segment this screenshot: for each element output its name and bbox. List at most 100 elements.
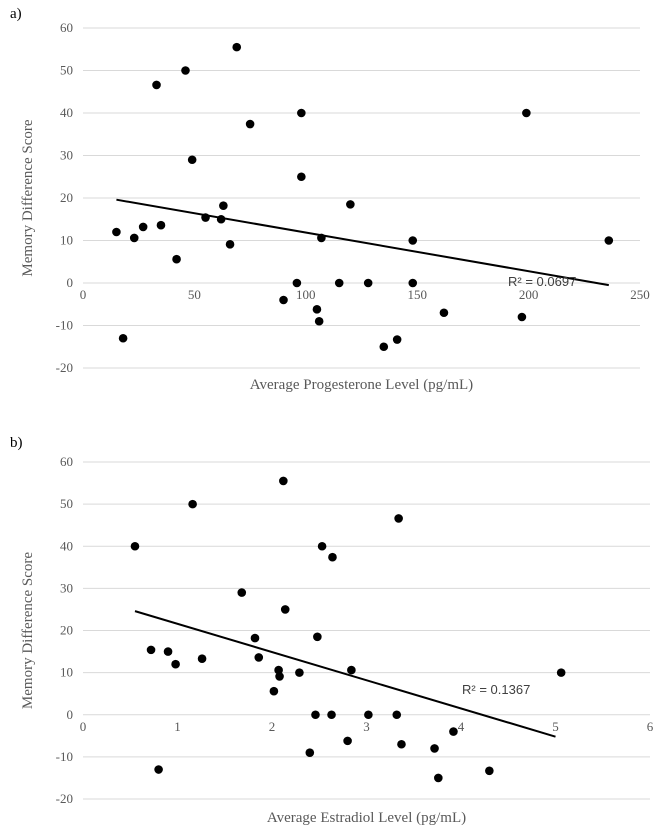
data-point <box>556 668 566 677</box>
trendline <box>116 198 609 287</box>
data-point <box>118 333 128 343</box>
y-tick-label: 40 <box>60 538 73 553</box>
y-tick-label: 50 <box>60 63 73 78</box>
data-point <box>439 308 449 318</box>
y-tick-label: -20 <box>56 791 73 806</box>
x-tick-label: 6 <box>647 719 654 734</box>
data-point <box>187 155 197 165</box>
y-tick-label: 20 <box>60 190 73 205</box>
panel-label: b) <box>10 435 23 451</box>
data-point <box>327 710 336 720</box>
data-point <box>397 739 406 749</box>
data-point <box>197 654 207 664</box>
data-point <box>181 66 190 75</box>
r-squared-annotation: R² = 0.1367 <box>462 682 530 697</box>
x-tick-label: 250 <box>630 287 650 302</box>
y-tick-label: 40 <box>60 105 73 120</box>
y-tick-label: 0 <box>67 707 74 722</box>
x-tick-label: 5 <box>552 719 559 734</box>
data-point <box>430 744 439 753</box>
y-axis-title: Memory Difference Score <box>20 552 36 709</box>
y-tick-label: 50 <box>60 496 73 511</box>
data-point <box>163 647 173 656</box>
data-point <box>152 80 161 90</box>
x-tick-label: 150 <box>407 287 427 302</box>
x-tick-label: 0 <box>80 719 87 734</box>
data-point <box>314 316 324 326</box>
data-point <box>297 172 306 182</box>
y-tick-label: 20 <box>60 623 73 638</box>
data-point <box>216 214 226 224</box>
data-point <box>275 672 284 681</box>
data-point <box>219 201 228 210</box>
y-tick-label: 0 <box>67 275 74 290</box>
data-point <box>449 727 458 736</box>
y-tick-label: 10 <box>60 233 73 248</box>
data-point <box>328 552 337 562</box>
data-point <box>250 633 260 643</box>
data-point <box>363 278 373 288</box>
data-point <box>130 541 140 551</box>
trendline <box>134 610 556 738</box>
y-tick-label: -20 <box>56 360 73 375</box>
data-point <box>522 108 531 118</box>
data-point <box>334 278 344 288</box>
data-point <box>312 305 322 314</box>
y-axis-title: Memory Difference Score <box>20 119 36 276</box>
data-point <box>274 665 283 675</box>
data-point <box>392 710 402 720</box>
panel-label: a) <box>10 6 22 22</box>
data-point <box>279 295 288 305</box>
data-point <box>156 220 166 230</box>
data-point <box>346 200 355 209</box>
data-point <box>254 653 264 662</box>
x-axis-title: Average Estradiol Level (pg/mL) <box>267 810 466 826</box>
x-tick-label: 2 <box>269 719 276 734</box>
data-point <box>279 476 288 486</box>
data-point <box>394 514 403 523</box>
scatter-panel-b: -20 -10 0 10 20 30 40 50 60 0 1 2 3 4 5 6 R² = 0.1367 b) A… <box>10 435 654 826</box>
x-tick-label: 3 <box>363 719 370 734</box>
data-point <box>232 42 242 52</box>
y-tick-label: 30 <box>60 580 73 595</box>
data-point <box>154 765 163 774</box>
y-tick-label: 60 <box>60 454 73 469</box>
data-point <box>245 119 255 129</box>
data-point <box>604 236 614 245</box>
data-point <box>188 499 197 509</box>
x-tick-label: 1 <box>174 719 181 734</box>
x-tick-label: 0 <box>80 287 87 302</box>
data-point <box>292 278 302 288</box>
data-point <box>172 254 181 264</box>
data-point <box>408 236 418 245</box>
data-point <box>313 632 322 642</box>
data-point <box>138 222 148 232</box>
y-tick-label: 30 <box>60 148 73 163</box>
x-tick-label: 4 <box>458 719 465 734</box>
data-point <box>112 227 121 237</box>
y-tick-label: -10 <box>56 749 73 764</box>
data-point <box>201 213 210 222</box>
data-point <box>379 342 389 352</box>
data-point <box>392 335 402 344</box>
data-point <box>280 605 290 614</box>
y-tick-label: -10 <box>56 318 73 333</box>
data-point <box>295 668 304 677</box>
scatter-panel-a: -20 -10 0 10 20 30 40 50 60 0 50 100 150 200 250 R² = 0… <box>10 6 650 393</box>
data-point <box>171 659 180 669</box>
y-tick-label: 10 <box>60 665 73 680</box>
data-point <box>269 686 279 696</box>
data-point <box>129 233 139 243</box>
data-point <box>237 588 247 597</box>
data-point <box>225 240 235 249</box>
data-point <box>343 736 352 746</box>
data-point <box>434 773 443 783</box>
x-tick-label: 100 <box>296 287 316 302</box>
data-point <box>146 645 156 655</box>
r-squared-annotation: R² = 0.0697 <box>508 274 576 289</box>
data-point <box>485 766 494 776</box>
data-point <box>317 541 327 551</box>
data-point <box>305 748 315 757</box>
data-point <box>364 710 373 720</box>
